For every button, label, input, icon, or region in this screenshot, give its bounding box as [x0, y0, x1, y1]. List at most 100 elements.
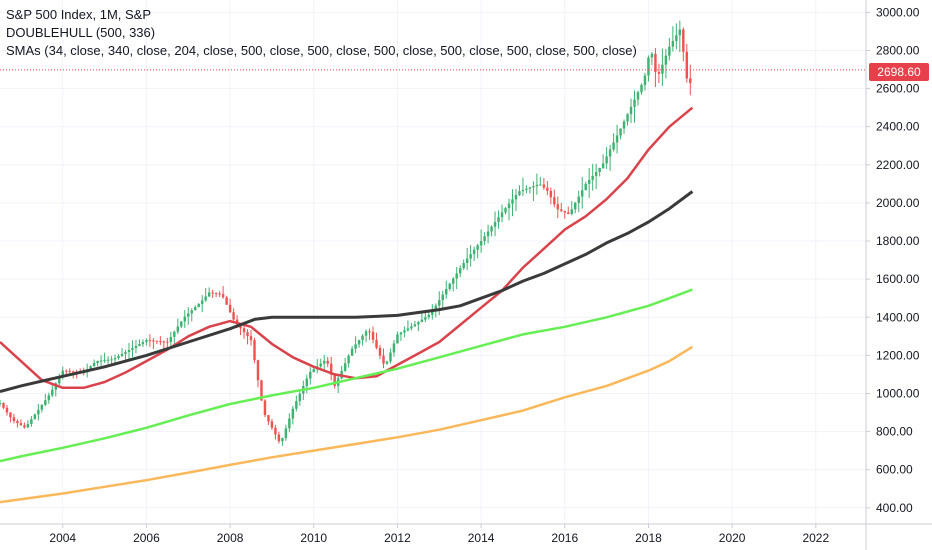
- candle-body: [584, 183, 587, 191]
- candle-body: [19, 423, 23, 426]
- candle-body: [371, 331, 375, 340]
- candle-body: [68, 370, 71, 372]
- price-tick-label: 400.00: [876, 501, 913, 515]
- candle-body: [472, 249, 476, 255]
- candle-body: [364, 331, 368, 336]
- candle-body: [117, 356, 120, 358]
- candle-body: [413, 324, 417, 327]
- candle-body: [207, 292, 211, 297]
- candle-body: [323, 360, 326, 364]
- time-tick-label: 2022: [802, 531, 829, 545]
- candle-body: [96, 360, 99, 363]
- candle-body: [44, 400, 47, 405]
- candle-body: [678, 29, 682, 36]
- candle-body: [518, 191, 521, 195]
- candle-body: [483, 236, 486, 242]
- candle-body: [225, 297, 228, 305]
- price-axis: 400.00 600.00 800.00 1000.00 1200.00 1400.00 1…: [865, 0, 920, 550]
- candle-body: [612, 142, 615, 150]
- candle-body: [427, 314, 431, 318]
- candle-body: [528, 187, 532, 189]
- candle-body: [486, 231, 490, 237]
- time-tick-label: 2008: [217, 531, 244, 545]
- candle-body: [657, 71, 661, 74]
- candle-body: [521, 189, 525, 192]
- sma-line-red: [0, 106, 694, 390]
- candle-body: [260, 380, 263, 401]
- candle-body: [312, 369, 315, 372]
- candle-body: [493, 221, 497, 227]
- candle-body: [194, 307, 197, 311]
- candle-body: [458, 268, 462, 274]
- candle-body: [204, 296, 207, 301]
- candle-body: [462, 263, 465, 269]
- candle-body: [385, 361, 389, 364]
- candle-body: [173, 331, 176, 337]
- candle-body: [403, 330, 406, 333]
- candle-body: [65, 370, 68, 372]
- candle-body: [180, 321, 183, 327]
- candle-body: [514, 194, 518, 200]
- candle-body: [162, 341, 166, 343]
- candle-body: [187, 313, 190, 317]
- candle-body: [654, 53, 657, 72]
- symbol-title[interactable]: S&P 500 Index, 1M, S&P: [6, 7, 152, 22]
- price-tick-label: 1400.00: [876, 310, 920, 324]
- candle-body: [159, 341, 162, 343]
- candle-body: [675, 35, 678, 41]
- candlestick-series: [0, 20, 692, 446]
- candle-body: [636, 92, 640, 100]
- candle-body: [417, 322, 420, 325]
- candle-body: [16, 420, 19, 424]
- price-tick-label: 2400.00: [876, 120, 920, 134]
- candle-body: [197, 303, 200, 308]
- candle-body: [689, 78, 692, 84]
- candle-body: [626, 114, 629, 122]
- candle-body: [148, 340, 152, 342]
- time-tick-label: 2020: [719, 531, 746, 545]
- candle-body: [560, 209, 563, 211]
- candle-body: [152, 340, 155, 342]
- candle-body: [567, 212, 570, 215]
- price-tick-label: 2000.00: [876, 196, 920, 210]
- candle-body: [92, 362, 96, 367]
- time-tick-label: 2018: [635, 531, 662, 545]
- candle-body: [490, 226, 493, 232]
- candle-body: [263, 400, 267, 416]
- candle-body: [396, 334, 399, 344]
- time-tick-label: 2016: [551, 531, 578, 545]
- candle-body: [228, 304, 232, 313]
- candle-body: [622, 121, 626, 129]
- candle-body: [218, 293, 221, 295]
- price-tick-label: 2600.00: [876, 82, 920, 96]
- candle-body: [615, 135, 619, 143]
- candle-body: [685, 51, 689, 79]
- candle-body: [169, 336, 173, 343]
- candle-body: [232, 312, 235, 320]
- candle-body: [242, 328, 246, 333]
- time-tick-label: 2004: [49, 531, 76, 545]
- indicator-smas-label[interactable]: SMAs (34, close, 340, close, 204, close,…: [6, 43, 637, 58]
- candle-body: [539, 184, 542, 186]
- chart-legend: S&P 500 Index, 1M, S&P DOUBLEHULL (500, …: [6, 6, 637, 60]
- indicator-doublehull-label[interactable]: DOUBLEHULL (500, 336): [6, 25, 156, 40]
- candle-body: [295, 401, 298, 409]
- candle-body: [633, 99, 636, 107]
- price-tick-label: 800.00: [876, 425, 913, 439]
- candle-body: [368, 331, 371, 333]
- time-axis: 2004 2006 2008 2010 2012 2014 2016 2018 2020 2022: [0, 523, 932, 545]
- candle-body: [570, 209, 573, 215]
- candle-body: [350, 348, 354, 356]
- candle-body: [33, 414, 37, 420]
- candle-body: [504, 208, 507, 213]
- candle-body: [103, 360, 106, 362]
- candle-body: [587, 179, 591, 184]
- candle-body: [99, 360, 103, 362]
- candle-body: [131, 348, 134, 351]
- candle-body: [640, 84, 643, 93]
- candle-body: [556, 204, 560, 210]
- candle-body: [507, 203, 511, 209]
- candle-body: [347, 355, 350, 364]
